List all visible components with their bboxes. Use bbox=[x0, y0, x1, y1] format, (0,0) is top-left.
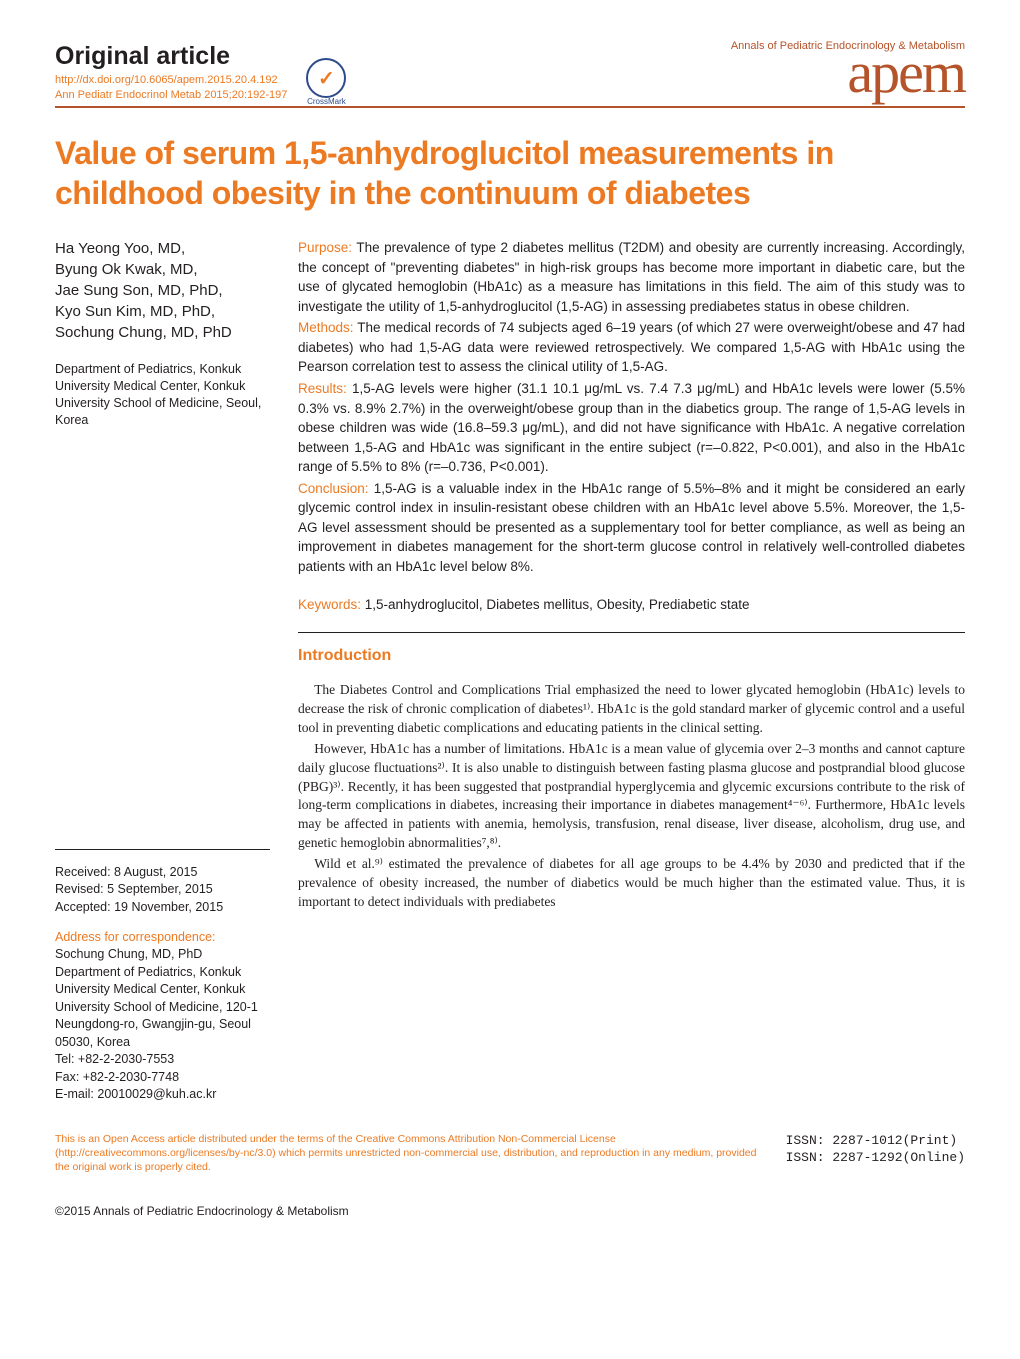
introduction-heading: Introduction bbox=[298, 647, 965, 665]
methods-text: The medical records of 74 subjects aged … bbox=[298, 320, 965, 374]
sidebar-spacer bbox=[55, 429, 270, 849]
keywords-label: Keywords: bbox=[298, 597, 361, 612]
title-block: Value of serum 1,5-anhydroglucitol measu… bbox=[55, 133, 965, 213]
corr-tel: Tel: +82-2-2030-7553 bbox=[55, 1051, 270, 1069]
author: Ha Yeong Yoo, MD, bbox=[55, 238, 270, 259]
purpose-label: Purpose: bbox=[298, 240, 352, 255]
conclusion-label: Conclusion: bbox=[298, 481, 369, 496]
conclusion-text: 1,5-AG is a valuable index in the HbA1c … bbox=[298, 481, 965, 574]
author: Kyo Sun Kim, MD, PhD, bbox=[55, 301, 270, 322]
issn-online: ISSN: 2287-1292(Online) bbox=[786, 1149, 965, 1167]
revised-date: Revised: 5 September, 2015 bbox=[55, 881, 270, 899]
corr-email: E-mail: 20010029@kuh.ac.kr bbox=[55, 1086, 270, 1104]
purpose-text: The prevalence of type 2 diabetes mellit… bbox=[298, 240, 965, 314]
main-column: Purpose: The prevalence of type 2 diabet… bbox=[298, 238, 965, 1104]
keywords-text: 1,5-anhydroglucitol, Diabetes mellitus, … bbox=[361, 597, 749, 612]
author: Sochung Chung, MD, PhD bbox=[55, 322, 270, 343]
correspondence-body: Sochung Chung, MD, PhD Department of Ped… bbox=[55, 946, 270, 1104]
main-columns: Ha Yeong Yoo, MD, Byung Ok Kwak, MD, Jae… bbox=[55, 238, 965, 1104]
abstract: Purpose: The prevalence of type 2 diabet… bbox=[298, 238, 965, 614]
results-label: Results: bbox=[298, 381, 347, 396]
article-type-block: Original article http://dx.doi.org/10.60… bbox=[55, 42, 287, 102]
corr-fax: Fax: +82-2-2030-7748 bbox=[55, 1069, 270, 1087]
sidebar-column: Ha Yeong Yoo, MD, Byung Ok Kwak, MD, Jae… bbox=[55, 238, 270, 1104]
checkmark-icon: ✓ bbox=[318, 66, 335, 91]
abstract-conclusion: Conclusion: 1,5-AG is a valuable index i… bbox=[298, 479, 965, 577]
abstract-divider bbox=[298, 632, 965, 633]
license-text: This is an Open Access article distribut… bbox=[55, 1132, 766, 1175]
author-list: Ha Yeong Yoo, MD, Byung Ok Kwak, MD, Jae… bbox=[55, 238, 270, 343]
author: Byung Ok Kwak, MD, bbox=[55, 259, 270, 280]
journal-logo: apem bbox=[731, 44, 965, 102]
crossmark-label: CrossMark bbox=[307, 97, 346, 106]
article-type: Original article bbox=[55, 42, 287, 71]
journal-brand: Annals of Pediatric Endocrinology & Meta… bbox=[731, 40, 965, 102]
author: Jae Sung Son, MD, PhD, bbox=[55, 280, 270, 301]
abstract-purpose: Purpose: The prevalence of type 2 diabet… bbox=[298, 238, 965, 316]
affiliation: Department of Pediatrics, Konkuk Univers… bbox=[55, 361, 270, 429]
article-dates: Received: 8 August, 2015 Revised: 5 Sept… bbox=[55, 864, 270, 917]
abstract-results: Results: 1,5-AG levels were higher (31.1… bbox=[298, 379, 965, 477]
article-title: Value of serum 1,5-anhydroglucitol measu… bbox=[55, 133, 965, 213]
crossmark-icon[interactable]: ✓ CrossMark bbox=[306, 58, 346, 98]
doi-link[interactable]: http://dx.doi.org/10.6065/apem.2015.20.4… bbox=[55, 73, 287, 87]
corr-dept: Department of Pediatrics, Konkuk Univers… bbox=[55, 964, 270, 1052]
page-header: Original article http://dx.doi.org/10.60… bbox=[55, 40, 965, 102]
issn-block: ISSN: 2287-1012(Print) ISSN: 2287-1292(O… bbox=[786, 1132, 965, 1167]
body-paragraph: Wild et al.⁹⁾ estimated the prevalence o… bbox=[298, 855, 965, 912]
sidebar-divider bbox=[55, 849, 270, 850]
received-date: Received: 8 August, 2015 bbox=[55, 864, 270, 882]
keywords: Keywords: 1,5-anhydroglucitol, Diabetes … bbox=[298, 595, 965, 615]
citation: Ann Pediatr Endocrinol Metab 2015;20:192… bbox=[55, 88, 287, 102]
abstract-methods: Methods: The medical records of 74 subje… bbox=[298, 318, 965, 377]
license-row: This is an Open Access article distribut… bbox=[55, 1132, 965, 1175]
corr-name: Sochung Chung, MD, PhD bbox=[55, 946, 270, 964]
methods-label: Methods: bbox=[298, 320, 354, 335]
header-divider bbox=[55, 106, 965, 108]
results-text: 1,5-AG levels were higher (31.1 10.1 μg/… bbox=[298, 381, 965, 474]
accepted-date: Accepted: 19 November, 2015 bbox=[55, 899, 270, 917]
issn-print: ISSN: 2287-1012(Print) bbox=[786, 1132, 965, 1150]
correspondence-label: Address for correspondence: bbox=[55, 930, 270, 944]
body-paragraph: The Diabetes Control and Complications T… bbox=[298, 681, 965, 738]
header-left: Original article http://dx.doi.org/10.60… bbox=[55, 42, 346, 102]
body-paragraph: However, HbA1c has a number of limitatio… bbox=[298, 740, 965, 853]
copyright: ©2015 Annals of Pediatric Endocrinology … bbox=[55, 1204, 965, 1218]
